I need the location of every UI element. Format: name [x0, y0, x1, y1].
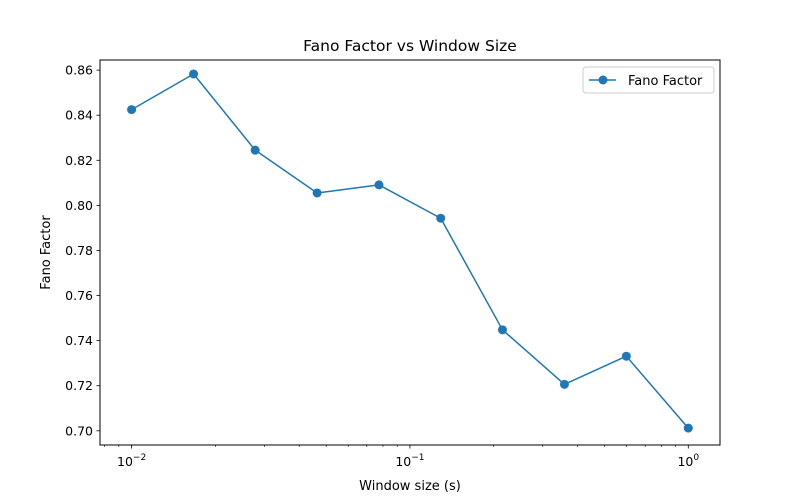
y-tick-label: 0.78	[65, 243, 93, 258]
y-tick-label: 0.86	[65, 63, 93, 78]
data-point	[621, 351, 631, 361]
y-axis-label: Fano Factor	[39, 215, 54, 290]
data-point	[250, 145, 260, 155]
y-tick-label: 0.74	[65, 333, 93, 348]
y-tick-label: 0.82	[65, 153, 93, 168]
data-point	[436, 213, 446, 223]
y-tick-label: 0.84	[65, 108, 93, 123]
data-point	[312, 188, 322, 198]
x-axis: 10−2 10−1 100	[104, 445, 699, 469]
data-point	[559, 379, 569, 389]
legend-marker	[598, 75, 608, 85]
legend-box	[582, 66, 715, 94]
y-tick-label: 0.80	[65, 198, 93, 213]
data-point	[189, 69, 199, 79]
x-tick-label: 10−2	[117, 453, 146, 469]
x-axis-label: Window size (s)	[359, 479, 461, 494]
y-tick-label: 0.76	[65, 288, 93, 303]
series-line	[131, 73, 689, 429]
data-point	[683, 423, 693, 433]
data-point	[127, 105, 137, 115]
data-point	[374, 180, 384, 190]
chart-title: Fano Factor vs Window Size	[303, 37, 517, 55]
y-axis: 0.70 0.72 0.74 0.76 0.78 0.80 0.82 0.84 0.86	[65, 63, 100, 438]
legend: Fano Factor	[582, 66, 715, 94]
plot-area	[127, 69, 693, 433]
data-point	[497, 325, 507, 335]
x-tick-label: 100	[677, 453, 699, 469]
legend-label: Fano Factor	[628, 74, 703, 89]
y-tick-label: 0.70	[65, 423, 93, 438]
x-tick-label: 10−1	[395, 453, 424, 469]
y-tick-label: 0.72	[65, 378, 93, 393]
